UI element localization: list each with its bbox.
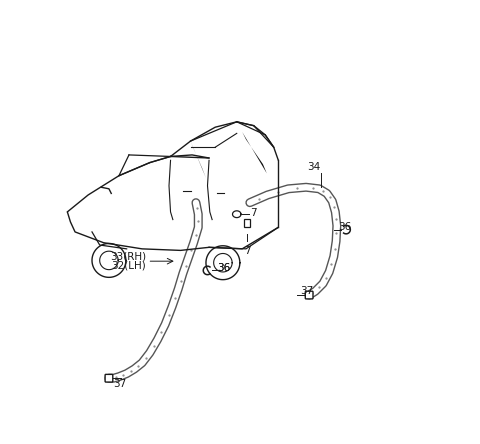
Text: 32(LH): 32(LH) [111, 261, 146, 271]
FancyBboxPatch shape [305, 291, 313, 299]
Text: 37: 37 [114, 379, 127, 389]
Polygon shape [191, 141, 206, 178]
Text: 37: 37 [300, 286, 313, 296]
FancyBboxPatch shape [105, 374, 113, 382]
FancyBboxPatch shape [244, 219, 250, 227]
Text: 36: 36 [338, 222, 352, 232]
Text: 7: 7 [244, 246, 251, 256]
Text: 36: 36 [217, 263, 230, 273]
Polygon shape [242, 132, 267, 174]
Text: 7: 7 [250, 208, 257, 218]
Text: 36: 36 [217, 263, 230, 273]
Text: 34: 34 [307, 162, 320, 172]
Text: 33(RH): 33(RH) [110, 252, 146, 262]
